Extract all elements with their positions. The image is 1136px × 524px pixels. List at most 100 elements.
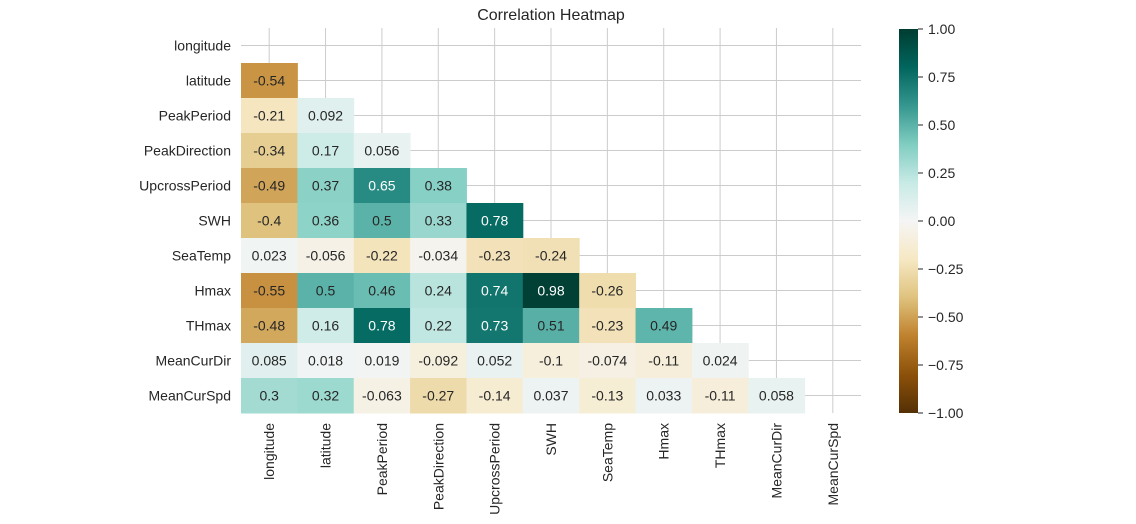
colorbar-gradient xyxy=(899,29,918,413)
cell-rect xyxy=(297,133,355,169)
colorbar-tick-label: −0.50 xyxy=(928,309,964,325)
cell-rect xyxy=(466,343,524,379)
cell-rect xyxy=(353,273,411,309)
y-tick-label-latitude: latitude xyxy=(186,73,231,89)
cell-value-label: -0.26 xyxy=(591,283,623,299)
colorbar-tick-label: 0.25 xyxy=(928,165,955,181)
cell-rect xyxy=(466,238,524,274)
y-tick-label-seatemp: SeaTemp xyxy=(172,248,231,264)
cell-value-label: 0.058 xyxy=(759,388,794,404)
cell-value-label: 0.019 xyxy=(364,353,399,369)
x-tick-label-meancurspd: MeanCurSpd xyxy=(825,423,841,506)
x-tick-label-thmax: THmax xyxy=(712,423,728,468)
cell-rect xyxy=(353,378,411,414)
cell-value-label: -0.21 xyxy=(253,108,285,124)
heatmap-cell-meancurdir-peakdirection: -0.092 xyxy=(410,343,467,379)
heatmap-cell-seatemp-longitude: 0.023 xyxy=(241,238,298,274)
heatmap-cell-upcrossperiod-peakperiod: 0.65 xyxy=(353,168,411,204)
heatmap-cell-peakdirection-latitude: 0.17 xyxy=(297,133,355,169)
cell-value-label: 0.74 xyxy=(481,283,508,299)
cell-rect xyxy=(410,308,467,344)
heatmap-cell-hmax-seatemp: -0.26 xyxy=(579,273,637,309)
colorbar-tick-label: 1.00 xyxy=(928,21,955,37)
cell-value-label: 0.33 xyxy=(425,213,452,229)
cell-rect xyxy=(353,168,411,204)
cell-value-label: -0.49 xyxy=(253,178,285,194)
cell-rect xyxy=(522,378,580,414)
heatmap-cell-swh-latitude: 0.36 xyxy=(297,203,355,239)
cell-rect xyxy=(522,273,580,309)
cell-rect xyxy=(466,203,524,239)
cell-rect xyxy=(410,273,467,309)
cell-rect xyxy=(466,378,524,414)
cell-value-label: -0.34 xyxy=(253,143,285,159)
cell-value-label: 0.023 xyxy=(252,248,287,264)
heatmap-cell-hmax-peakperiod: 0.46 xyxy=(353,273,411,309)
heatmap-cell-meancurdir-thmax: 0.024 xyxy=(691,343,749,379)
colorbar-tick-label: 0.00 xyxy=(928,213,955,229)
cell-rect xyxy=(241,308,298,344)
chart-title: Correlation Heatmap xyxy=(477,7,625,24)
cell-value-label: -0.23 xyxy=(591,318,623,334)
colorbar-tick-label: −0.75 xyxy=(928,357,964,373)
cell-rect xyxy=(635,343,693,379)
heatmap-cell-swh-peakdirection: 0.33 xyxy=(410,203,467,239)
x-tick-label-meancurdir: MeanCurDir xyxy=(768,423,784,499)
cell-value-label: -0.24 xyxy=(535,248,567,264)
colorbar-tick-label: −1.00 xyxy=(928,405,964,421)
heatmap-cells: -0.54 -0.21 0.092 -0.34 0.17 0.056 -0.49 0.37 0.… xyxy=(241,63,806,414)
cell-value-label: 0.36 xyxy=(312,213,339,229)
cell-value-label: 0.018 xyxy=(308,353,343,369)
cell-rect xyxy=(241,133,298,169)
cell-rect xyxy=(297,238,355,274)
cell-value-label: 0.17 xyxy=(312,143,339,159)
heatmap-cell-seatemp-peakperiod: -0.22 xyxy=(353,238,411,274)
heatmap-cell-meancurspd-upcrossperiod: -0.14 xyxy=(466,378,524,414)
cell-rect xyxy=(522,343,580,379)
x-tick-labels: longitude latitude PeakPeriod PeakDirection… xyxy=(261,423,841,515)
cell-value-label: -0.4 xyxy=(257,213,281,229)
cell-value-label: 0.78 xyxy=(481,213,508,229)
cell-value-label: -0.056 xyxy=(306,248,346,264)
cell-rect xyxy=(241,238,298,274)
heatmap-cell-thmax-upcrossperiod: 0.73 xyxy=(466,308,524,344)
heatmap-cell-hmax-latitude: 0.5 xyxy=(297,273,355,309)
cell-value-label: -0.034 xyxy=(418,248,458,264)
cell-value-label: -0.13 xyxy=(591,388,623,404)
cell-rect xyxy=(241,168,298,204)
cell-value-label: 0.49 xyxy=(650,318,677,334)
heatmap-cell-meancurspd-hmax: 0.033 xyxy=(635,378,693,414)
cell-rect xyxy=(410,378,467,414)
cell-rect xyxy=(410,203,467,239)
heatmap-cell-meancurspd-meancurdir: 0.058 xyxy=(748,378,806,414)
cell-rect xyxy=(353,203,411,239)
cell-value-label: 0.46 xyxy=(368,283,395,299)
cell-value-label: 0.052 xyxy=(477,353,512,369)
cell-value-label: 0.24 xyxy=(425,283,452,299)
cell-rect xyxy=(466,273,524,309)
heatmap-cell-upcrossperiod-latitude: 0.37 xyxy=(297,168,355,204)
y-tick-label-swh: SWH xyxy=(198,213,231,229)
heatmap-cell-swh-peakperiod: 0.5 xyxy=(353,203,411,239)
cell-value-label: 0.092 xyxy=(308,108,343,124)
cell-value-label: 0.5 xyxy=(372,213,392,229)
y-tick-label-upcrossperiod: UpcrossPeriod xyxy=(139,178,231,194)
heatmap-cell-thmax-latitude: 0.16 xyxy=(297,308,355,344)
colorbar: 1.00 0.75 0.50 0.25 0.00 −0.25 −0.50 −0.75 −1.00 xyxy=(899,21,964,421)
heatmap-cell-meancurdir-longitude: 0.085 xyxy=(241,343,298,379)
cell-rect xyxy=(691,378,749,414)
cell-value-label: 0.3 xyxy=(259,388,279,404)
heatmap-cell-meancurdir-peakperiod: 0.019 xyxy=(353,343,411,379)
colorbar-tick-label: 0.50 xyxy=(928,117,955,133)
cell-rect xyxy=(241,203,298,239)
x-tick-label-peakdirection: PeakDirection xyxy=(430,423,446,510)
cell-rect xyxy=(353,238,411,274)
cell-rect xyxy=(579,378,637,414)
cell-value-label: 0.056 xyxy=(364,143,399,159)
x-tick-label-hmax: Hmax xyxy=(656,423,672,460)
heatmap-cell-seatemp-latitude: -0.056 xyxy=(297,238,355,274)
y-tick-label-thmax: THmax xyxy=(186,318,231,334)
heatmap-cell-meancurspd-swh: 0.037 xyxy=(522,378,580,414)
y-tick-label-meancurdir: MeanCurDir xyxy=(156,353,232,369)
